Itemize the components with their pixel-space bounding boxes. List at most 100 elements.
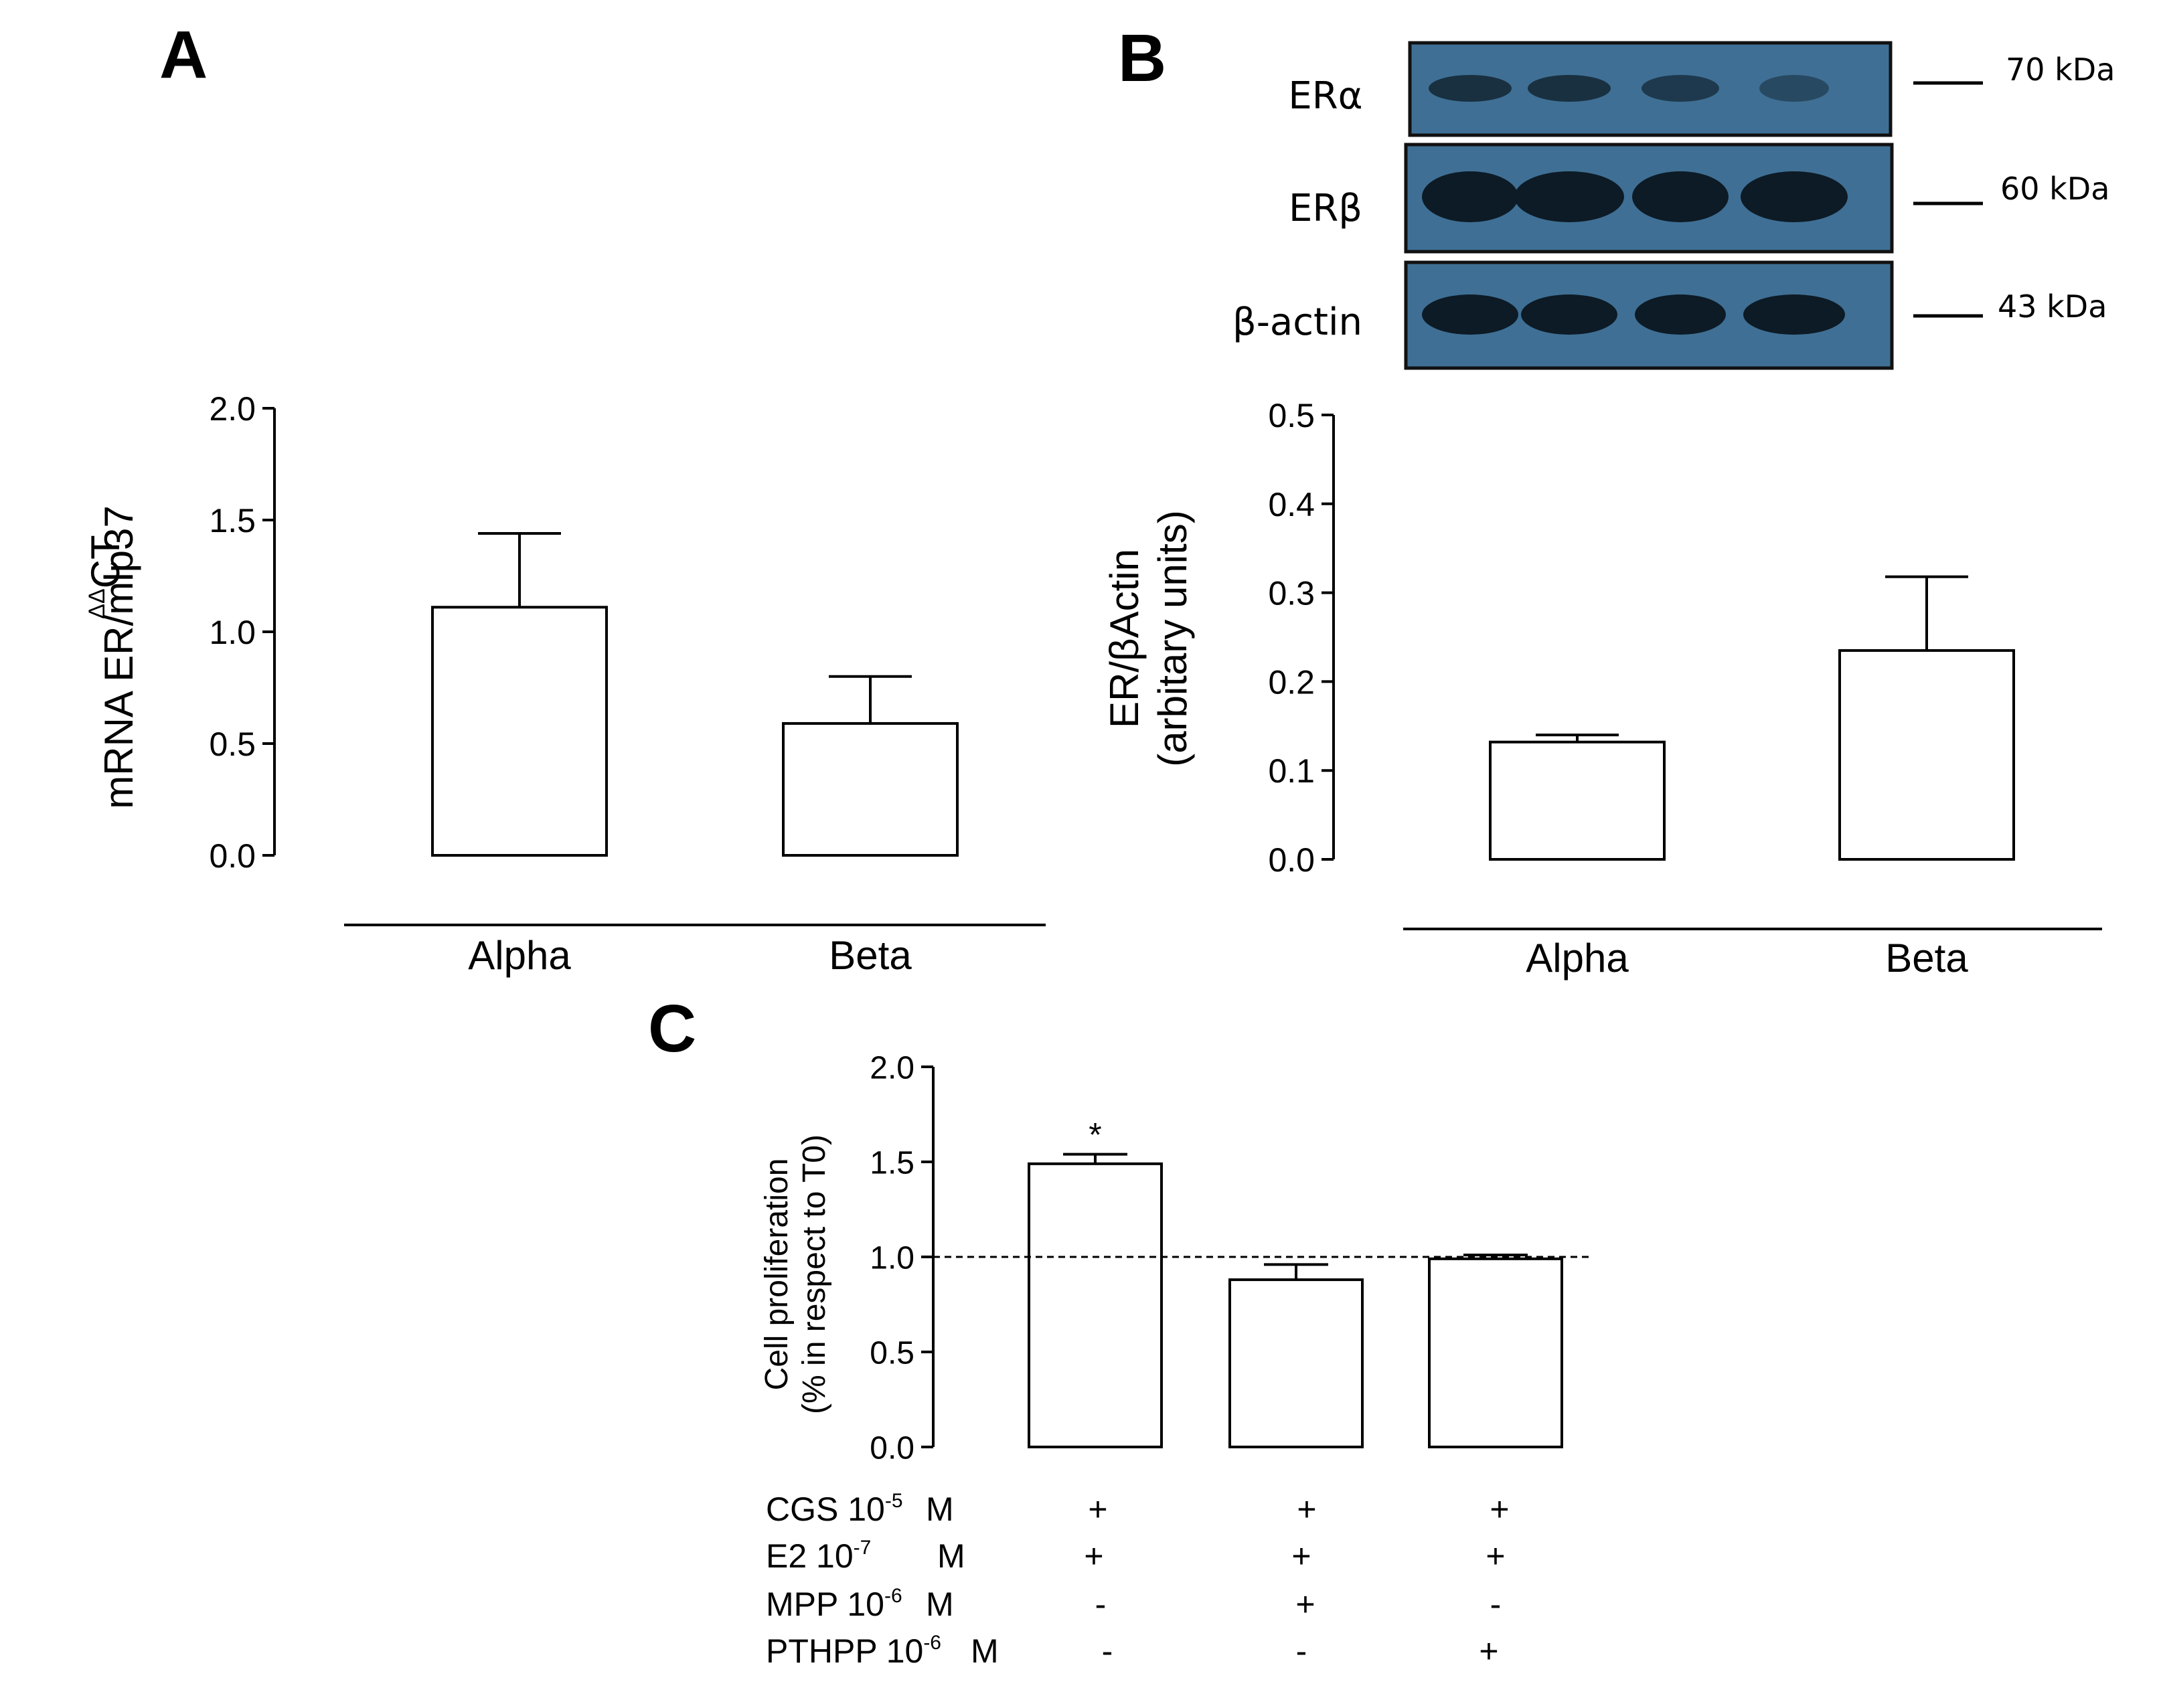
treatment-sign: +	[1479, 1632, 1498, 1670]
y-tick-label: 2.0	[209, 390, 256, 428]
blot-row-label: ERβ	[1289, 187, 1362, 230]
treatment-exponent: -6	[884, 1585, 902, 1607]
blot-bands	[1422, 75, 1848, 335]
treatment-sign: +	[1088, 1490, 1107, 1528]
marker-label: 43 kDa	[1998, 288, 2107, 325]
chart-b: 0.0 0.1 0.2 0.3 0.4 0.5 Alpha Beta ER/βActin (…	[1102, 397, 2102, 980]
blot-band	[1743, 294, 1845, 335]
marker-label: 70 kDa	[2006, 52, 2115, 88]
y-axis-title: ΔΔCT	[83, 535, 128, 618]
treatment-sign: +	[1295, 1586, 1315, 1623]
bar	[1028, 1162, 1163, 1448]
treatment-sign: -	[1095, 1586, 1107, 1623]
y-tick-label: 0.5	[1268, 397, 1315, 434]
treatment-name: E2 10	[766, 1537, 854, 1575]
treatment-unit: M	[926, 1490, 954, 1528]
treatment-sign: -	[1102, 1632, 1113, 1670]
blot-band	[1759, 75, 1829, 102]
y-axis-title-superscript: ΔΔ	[84, 588, 110, 618]
y-tick-label: 1.0	[209, 614, 256, 651]
blot-band	[1429, 75, 1512, 102]
bar	[1489, 740, 1666, 861]
treatment-name: CGS 10	[766, 1490, 885, 1528]
bar	[1228, 1278, 1364, 1448]
x-tick-labels: Alpha Beta	[468, 933, 912, 978]
western-blot: ERα 70 kDa ERβ 60 kDa β-actin 43 kDa	[1232, 41, 2115, 370]
treatment-exponent: -6	[923, 1632, 941, 1654]
blot-band	[1422, 294, 1518, 335]
bar	[431, 606, 608, 857]
bars: *	[1028, 1116, 1563, 1448]
y-tick-label: 1.5	[870, 1145, 914, 1181]
treatment-label: CGS 10-5 M	[766, 1490, 954, 1528]
y-axis-title-line2: mRNA ER/mlp37	[96, 505, 141, 808]
y-tick-label: 0.2	[1268, 663, 1315, 701]
x-tick-label: Beta	[829, 933, 912, 978]
y-tick-label: 0.0	[870, 1430, 914, 1466]
y-tick-label: 0.5	[870, 1335, 914, 1371]
y-tick-label: 0.0	[1268, 841, 1315, 879]
treatment-label: MPP 10-6 M	[766, 1585, 954, 1623]
significance-marker: *	[1089, 1116, 1101, 1154]
blot-band	[1741, 171, 1848, 222]
treatment-exponent: -7	[854, 1537, 872, 1559]
y-axis-title-line2: (% in respect to T0)	[797, 1134, 832, 1414]
bar	[1838, 649, 2015, 861]
x-tick-label: Beta	[1885, 936, 1968, 980]
chart-a: 0.0 0.5 1.0 1.5 2.0 Alpha Beta ΔΔCT mRNA ER/m…	[83, 390, 1046, 978]
treatment-exponent: -5	[885, 1490, 903, 1512]
bar	[782, 721, 959, 857]
y-axis-title-line1: ER/βActin	[1102, 549, 1147, 728]
y-tick-label: 0.3	[1268, 575, 1315, 612]
y-axis-title-line1: Cell proliferation	[759, 1159, 795, 1391]
panel-letter-b: B	[1118, 21, 1166, 96]
blot-row-label: ERα	[1288, 74, 1362, 118]
y-tick-label: 0.1	[1268, 752, 1315, 790]
blot-band	[1642, 75, 1719, 102]
y-axis: 0.0 0.5 1.0 1.5 2.0	[209, 390, 276, 875]
treatment-unit: M	[926, 1586, 954, 1623]
treatment-table: CGS 10-5 M + + +E2 10-7 M + + +MPP 10-6 M - + -PTHPP…	[766, 1490, 1510, 1670]
blot-band	[1528, 75, 1611, 102]
y-axis: 0.0 0.1 0.2 0.3 0.4 0.5	[1268, 397, 1335, 879]
x-tick-label: Alpha	[468, 933, 571, 978]
blot-row-label: β-actin	[1232, 301, 1362, 344]
treatment-label: E2 10-7 M	[766, 1537, 965, 1575]
blot-band	[1635, 294, 1726, 335]
treatment-sign: -	[1490, 1586, 1502, 1623]
bars	[431, 532, 959, 857]
treatment-unit: M	[937, 1537, 965, 1575]
y-axis: 0.0 0.5 1.0 1.5 2.0	[870, 1050, 935, 1466]
y-axis-title-main: CT	[83, 535, 128, 588]
treatment-sign: +	[1297, 1490, 1316, 1528]
blot-band	[1632, 171, 1729, 222]
bars	[1489, 575, 2015, 861]
y-tick-label: 2.0	[870, 1050, 914, 1086]
y-tick-label: 0.0	[209, 837, 256, 875]
treatment-sign: +	[1084, 1537, 1103, 1575]
treatment-sign: +	[1486, 1537, 1505, 1575]
bar	[1428, 1257, 1563, 1448]
blot-band	[1422, 171, 1518, 222]
treatment-sign: -	[1296, 1632, 1307, 1670]
y-tick-label: 1.0	[870, 1240, 914, 1276]
y-tick-label: 0.4	[1268, 486, 1315, 523]
blot-band	[1514, 171, 1624, 222]
treatment-name: MPP 10	[766, 1586, 884, 1623]
y-tick-label: 1.5	[209, 502, 256, 539]
chart-c: 0.0 0.5 1.0 1.5 2.0 * Cell proliferation (% …	[759, 1050, 1591, 1670]
panel-letter-a: A	[159, 17, 208, 92]
y-tick-label: 0.5	[209, 725, 256, 763]
marker-label: 60 kDa	[2000, 171, 2109, 207]
x-tick-label: Alpha	[1526, 936, 1629, 980]
blot-band	[1521, 294, 1617, 335]
panel-letter-c: C	[648, 991, 696, 1066]
treatment-label: PTHPP 10-6 M	[766, 1632, 999, 1670]
y-axis-title-line2: (arbitary units)	[1150, 510, 1195, 766]
treatment-sign: +	[1291, 1537, 1311, 1575]
treatment-sign: +	[1490, 1490, 1509, 1528]
x-tick-labels: Alpha Beta	[1526, 936, 1968, 980]
treatment-name: PTHPP 10	[766, 1632, 923, 1670]
treatment-unit: M	[971, 1632, 999, 1670]
